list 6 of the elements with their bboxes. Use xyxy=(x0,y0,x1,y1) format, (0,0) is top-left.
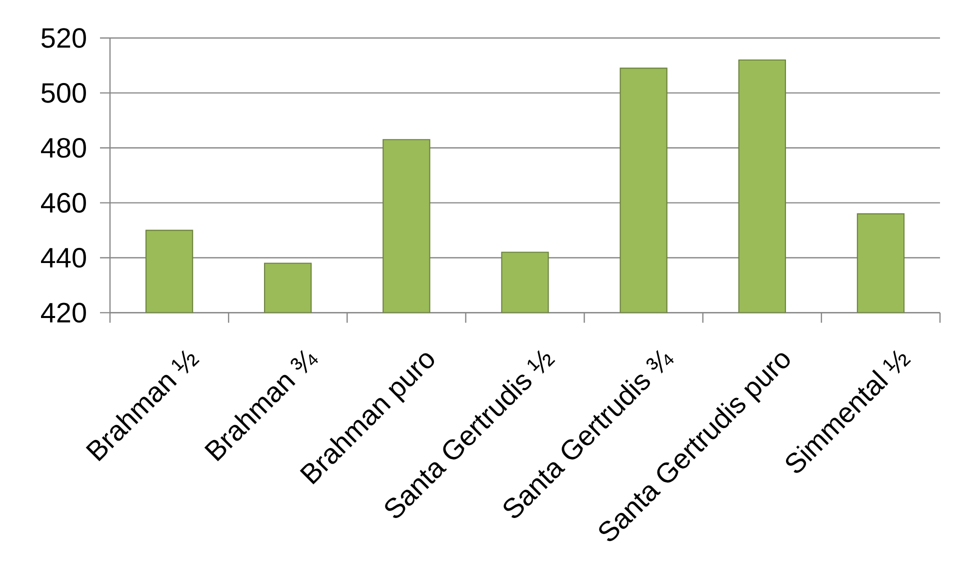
y-tick-label: 520 xyxy=(41,28,86,48)
y-tick-label: 480 xyxy=(41,138,86,158)
y-tick-label: 420 xyxy=(41,302,86,323)
y-tick-label: 500 xyxy=(41,83,86,103)
y-tick-label: 440 xyxy=(41,248,86,268)
y-tick-label: 460 xyxy=(41,192,86,213)
